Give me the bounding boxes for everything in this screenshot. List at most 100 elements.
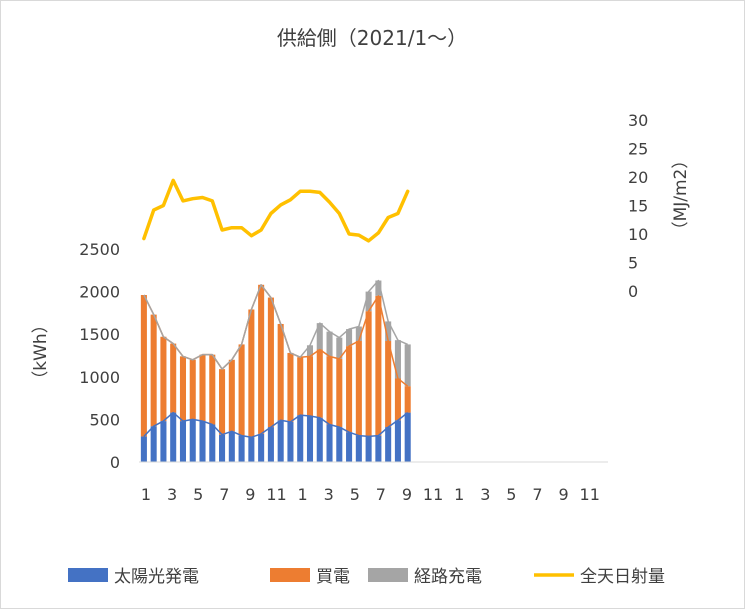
bar-買電 <box>297 357 304 416</box>
legend-label: 買電 <box>316 567 350 587</box>
x-tick-label: 11 <box>423 485 443 504</box>
bar-太陽光発電 <box>267 427 274 462</box>
y2-tick-label: 5 <box>628 254 638 273</box>
line-series <box>142 178 410 439</box>
bar-買電 <box>277 323 284 421</box>
bar-経路充電 <box>306 345 314 357</box>
x-tick-label: 3 <box>480 485 490 504</box>
bar-太陽光発電 <box>189 419 196 462</box>
y2-tick-label: 15 <box>628 197 648 216</box>
bar-経路充電 <box>404 344 411 387</box>
y-tick-label: 500 <box>89 410 120 429</box>
y2-tick-label: 25 <box>628 140 648 159</box>
bar-買電 <box>258 284 265 434</box>
bar-太陽光発電 <box>140 436 147 462</box>
legend-swatch <box>68 568 108 582</box>
bar-買電 <box>306 356 314 416</box>
legend: 太陽光発電 買電 経路充電 全天日射量 <box>68 567 665 587</box>
x-tick-label: 1 <box>298 485 308 504</box>
bar-太陽光発電 <box>394 420 401 462</box>
bar-買電 <box>355 341 362 436</box>
bar-買電 <box>140 295 147 437</box>
bar-買電 <box>219 369 226 435</box>
x-tick-label: 5 <box>193 485 203 504</box>
bar-経路充電 <box>375 280 382 296</box>
bar-太陽光発電 <box>179 421 186 462</box>
bar-太陽光発電 <box>248 437 255 462</box>
y-tick-label: 2000 <box>79 283 120 302</box>
bar-経路充電 <box>326 331 333 357</box>
x-tick-label: 11 <box>266 485 286 504</box>
bar-太陽光発電 <box>287 421 294 462</box>
bar-太陽光発電 <box>355 435 362 462</box>
bar-買電 <box>160 336 167 422</box>
legend-label: 全天日射量 <box>580 567 665 587</box>
bar-買電 <box>209 354 216 425</box>
bar-太陽光発電 <box>150 426 157 462</box>
bar-太陽光発電 <box>297 415 304 462</box>
bar-買電 <box>228 359 235 432</box>
y2-axis-label: （MJ/m2） <box>671 152 691 239</box>
bar-買電 <box>170 343 177 413</box>
x-tick-label: 7 <box>532 485 542 504</box>
bar-買電 <box>189 359 196 420</box>
bar-買電 <box>394 378 401 421</box>
legend-label: 太陽光発電 <box>114 567 199 587</box>
bar-買電 <box>316 349 323 418</box>
bar-買電 <box>238 344 245 436</box>
bar-太陽光発電 <box>375 435 382 462</box>
x-tick-label: 5 <box>350 485 360 504</box>
bar-経路充電 <box>316 323 323 350</box>
bar-太陽光発電 <box>365 436 372 462</box>
bar-series <box>140 280 411 462</box>
y-axis-ticks: 0 500 1000 1500 2000 2500 <box>79 240 120 472</box>
bar-買電 <box>179 356 186 422</box>
bar-経路充電 <box>355 326 362 342</box>
y2-axis-ticks: 0 5 10 15 20 25 30 <box>628 111 648 301</box>
x-tick-label: 7 <box>219 485 229 504</box>
x-tick-label: 7 <box>376 485 386 504</box>
bar-太陽光発電 <box>199 421 206 462</box>
bar-買電 <box>404 386 411 413</box>
y-tick-label: 1500 <box>79 325 120 344</box>
x-tick-label: 3 <box>324 485 334 504</box>
bar-太陽光発電 <box>336 427 343 462</box>
bar-太陽光発電 <box>404 412 411 462</box>
bar-太陽光発電 <box>170 412 177 462</box>
bar-経路充電 <box>394 340 401 379</box>
bar-太陽光発電 <box>228 431 235 462</box>
bar-太陽光発電 <box>316 417 323 462</box>
legend-swatch <box>270 568 310 582</box>
bar-太陽光発電 <box>326 424 333 462</box>
y2-tick-label: 10 <box>628 225 648 244</box>
x-tick-label: 9 <box>245 485 255 504</box>
x-tick-label: 1 <box>141 485 151 504</box>
x-tick-label: 1 <box>454 485 464 504</box>
bar-買電 <box>385 341 392 428</box>
x-tick-label: 9 <box>402 485 412 504</box>
y-axis-label: （kWh） <box>31 316 51 387</box>
y2-tick-label: 20 <box>628 168 648 187</box>
bar-買電 <box>365 311 372 437</box>
x-tick-label: 11 <box>580 485 600 504</box>
bar-太陽光発電 <box>277 420 284 462</box>
bar-買電 <box>346 346 353 433</box>
bar-太陽光発電 <box>258 433 265 462</box>
bar-買電 <box>375 295 382 436</box>
bar-太陽光発電 <box>238 435 245 462</box>
bar-太陽光発電 <box>306 415 314 462</box>
y2-tick-label: 30 <box>628 111 648 130</box>
bar-太陽光発電 <box>160 421 167 462</box>
x-tick-label: 3 <box>167 485 177 504</box>
bar-太陽光発電 <box>209 424 216 462</box>
stack-outline-経路充電 <box>143 279 408 370</box>
chart-title: 供給側（2021/1〜） <box>277 26 467 50</box>
stack-outline-太陽光発電 <box>143 411 409 439</box>
y2-tick-label: 0 <box>628 282 638 301</box>
legend-label: 経路充電 <box>414 567 482 587</box>
bar-買電 <box>248 309 255 438</box>
bar-買電 <box>150 314 157 427</box>
line-全天日射量 <box>142 178 410 243</box>
bar-買電 <box>199 354 206 422</box>
